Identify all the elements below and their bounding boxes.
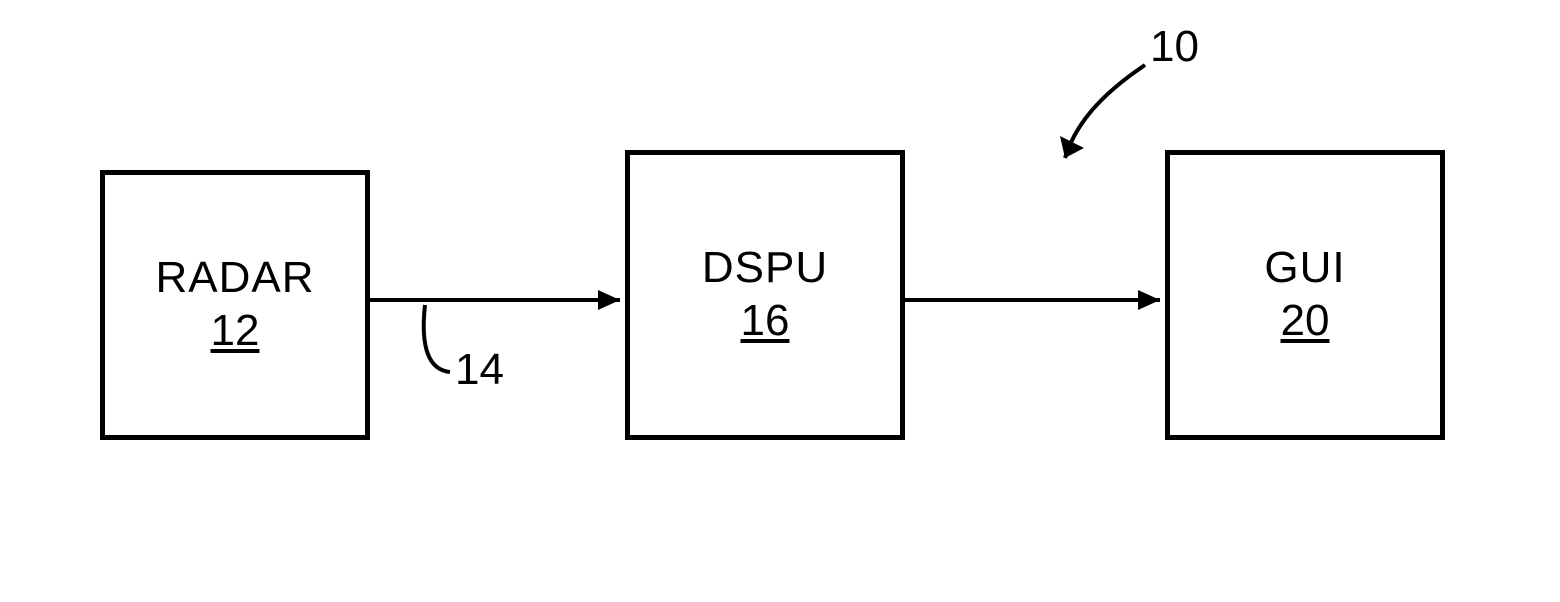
hook-14 bbox=[424, 305, 450, 372]
hook-10 bbox=[1060, 65, 1145, 158]
hook-10-path bbox=[1065, 65, 1145, 158]
block-radar-number: 12 bbox=[211, 306, 260, 356]
block-gui-title: GUI bbox=[1264, 244, 1345, 292]
arrow-dspu-to-gui bbox=[905, 290, 1160, 310]
ref-label-14: 14 bbox=[455, 345, 504, 395]
arrow-radar-to-dspu bbox=[370, 290, 620, 310]
block-gui-number: 20 bbox=[1281, 296, 1330, 346]
block-dspu-number: 16 bbox=[741, 296, 790, 346]
block-dspu-title: DSPU bbox=[702, 244, 828, 292]
block-gui: GUI 20 bbox=[1165, 150, 1445, 440]
block-dspu: DSPU 16 bbox=[625, 150, 905, 440]
block-radar-title: RADAR bbox=[155, 254, 314, 302]
arrow-head bbox=[1138, 290, 1160, 310]
ref-label-10: 10 bbox=[1150, 22, 1199, 72]
arrow-head bbox=[598, 290, 620, 310]
block-radar: RADAR 12 bbox=[100, 170, 370, 440]
